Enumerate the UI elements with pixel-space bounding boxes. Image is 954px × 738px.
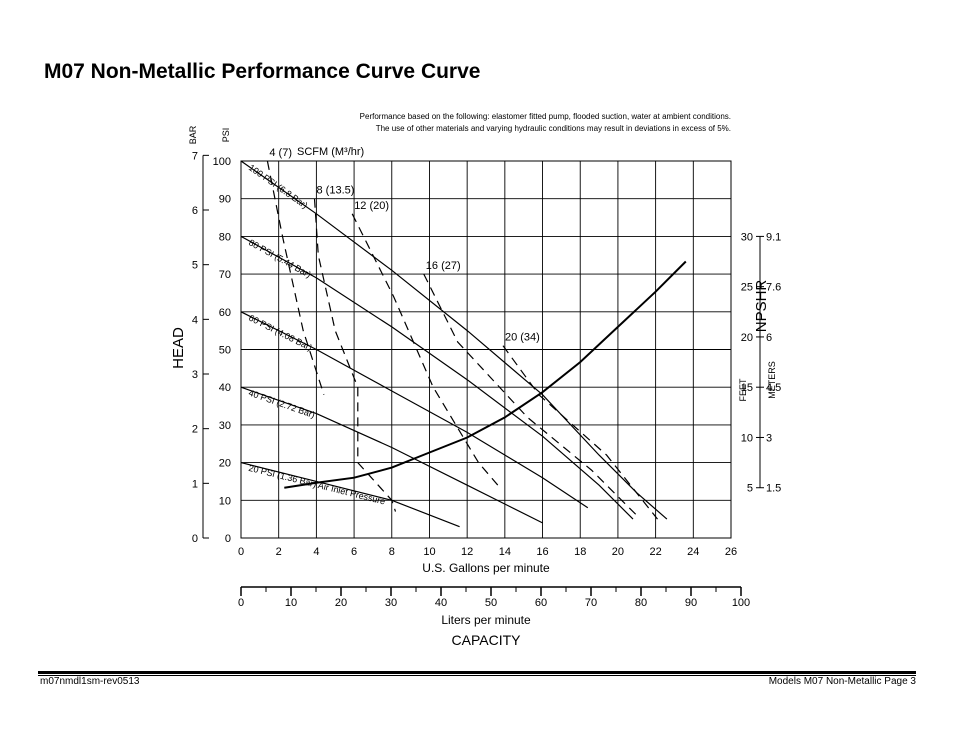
scfm-curve-label: 20 (34): [505, 332, 540, 344]
psi-axis-label: PSI: [221, 128, 231, 143]
bar-tick-label: 2: [192, 424, 198, 436]
psi-tick-label: 10: [219, 495, 231, 507]
npshr-meters-label: 1.5: [766, 483, 781, 495]
bar-tick-label: 6: [192, 205, 198, 217]
x-tick-label: 18: [574, 546, 586, 558]
pressure-curve-label: 80 PSI (5.44 Bar): [247, 237, 313, 279]
psi-tick-label: 70: [219, 269, 231, 281]
bar-tick-label: 4: [192, 314, 198, 326]
npshr-meters-label: 9.1: [766, 231, 781, 243]
feet-axis-label: FEET: [738, 378, 748, 402]
x-tick-label: 26: [725, 546, 737, 558]
scfm-curve: [502, 345, 658, 520]
meters-axis-label: METERS: [767, 361, 777, 399]
lpm-tick-label: 30: [385, 597, 397, 609]
scfm-curve-label: 4 (7): [269, 147, 292, 159]
x-tick-label: 8: [389, 546, 395, 558]
bar-tick-label: 5: [192, 260, 198, 272]
psi-tick-label: 40: [219, 382, 231, 394]
lpm-tick-label: 80: [635, 597, 647, 609]
bar-tick-label: 1: [192, 478, 198, 490]
lpm-tick-label: 90: [685, 597, 697, 609]
pressure-curve: [240, 462, 460, 528]
pressure-curve: [240, 160, 668, 520]
npshr-meters-label: 6: [766, 332, 772, 344]
x-tick-label: 24: [687, 546, 699, 558]
lpm-tick-label: 60: [535, 597, 547, 609]
npshr-feet-label: 30: [741, 231, 753, 243]
pressure-curve: [240, 311, 589, 509]
x-tick-label: 4: [313, 546, 319, 558]
x-tick-label: 16: [536, 546, 548, 558]
footer-document-code: m07nmdl1sm-rev0513: [40, 676, 140, 687]
bar-tick-label: 7: [192, 150, 198, 162]
pressure-curve-label: 60 PSI (4.08 Bar): [247, 313, 314, 353]
bar-tick-label: 3: [192, 369, 198, 381]
bar-tick-label: 0: [192, 533, 198, 545]
x-tick-label: 6: [351, 546, 357, 558]
scfm-curve-label: 8 (13.5): [317, 185, 355, 197]
curves: 100 PSI (6.8 Bar) 80 PSI (5.44 Bar) 60 PSI…: [240, 147, 687, 528]
x-tick-label: 0: [238, 546, 244, 558]
npshr-feet-label: 25: [741, 282, 753, 294]
psi-tick-label: 30: [219, 420, 231, 432]
npshr-feet-label: 20: [741, 332, 753, 344]
npshr-meters-label: 7.6: [766, 282, 781, 294]
x-tick-label: 14: [499, 546, 511, 558]
psi-tick-label: 0: [225, 533, 231, 545]
lpm-tick-label: 70: [585, 597, 597, 609]
lpm-tick-label: 40: [435, 597, 447, 609]
pressure-curve: [240, 235, 634, 520]
scfm-curve: [313, 198, 397, 512]
x-tick-label: 12: [461, 546, 473, 558]
gpm-axis-label: U.S. Gallons per minute: [422, 561, 550, 575]
performance-note-line2: The use of other materials and varying h…: [376, 124, 731, 133]
lpm-tick-label: 10: [285, 597, 297, 609]
scfm-curve-label: 16 (27): [426, 260, 461, 272]
psi-tick-label: 50: [219, 345, 231, 357]
lpm-tick-label: 100: [732, 597, 750, 609]
psi-tick-label: 100: [213, 156, 231, 168]
lpm-tick-label: 20: [335, 597, 347, 609]
npshr-axis-label: NPSHR: [753, 280, 770, 333]
psi-tick-label: 90: [219, 194, 231, 206]
footer-rule-thick: [38, 671, 916, 674]
scfm-label: SCFM (M³/hr): [297, 146, 364, 158]
psi-tick-label: 20: [219, 458, 231, 470]
pressure-curve-label: 40 PSI (2.72 Bar): [247, 388, 316, 420]
head-axis-label: HEAD: [170, 327, 187, 369]
footer-rule-thin: [38, 675, 916, 676]
scfm-curve: [423, 273, 638, 516]
psi-tick-label: 60: [219, 307, 231, 319]
footer-page-label: Models M07 Non-Metallic Page 3: [768, 676, 916, 687]
scfm-curve-label: 12 (20): [354, 200, 389, 212]
npshr-meters-label: 3: [766, 432, 772, 444]
lpm-tick-label: 50: [485, 597, 497, 609]
psi-tick-label: 80: [219, 231, 231, 243]
x-tick-label: 10: [423, 546, 435, 558]
performance-note-line1: Performance based on the following: elas…: [360, 112, 731, 121]
npshr-feet-label: 10: [741, 432, 753, 444]
npshr-feet-label: 15: [741, 382, 753, 394]
npshr-curve: [284, 260, 687, 489]
lpm-tick-label: 0: [238, 597, 244, 609]
scfm-curve: [266, 160, 325, 395]
pressure-curve-label: 100 PSI (6.8 Bar): [247, 162, 310, 210]
npshr-meters-label: 4.5: [766, 382, 781, 394]
scfm-curve: [351, 213, 502, 490]
npshr-feet-label: 5: [747, 483, 753, 495]
page-title: M07 Non-Metallic Performance Curve Curve: [44, 60, 481, 83]
axes: 0 2 4 6 8 10 12 14 16 18 20 22 24 2601020304050607080…: [192, 150, 781, 609]
pressure-curve: [240, 386, 543, 524]
capacity-label: CAPACITY: [452, 632, 522, 648]
lpm-axis-label: Liters per minute: [441, 613, 531, 627]
bar-axis-label: BAR: [188, 125, 198, 144]
plot-frame: [240, 160, 732, 539]
x-tick-label: 22: [649, 546, 661, 558]
x-tick-label: 2: [276, 546, 282, 558]
x-tick-label: 20: [612, 546, 624, 558]
